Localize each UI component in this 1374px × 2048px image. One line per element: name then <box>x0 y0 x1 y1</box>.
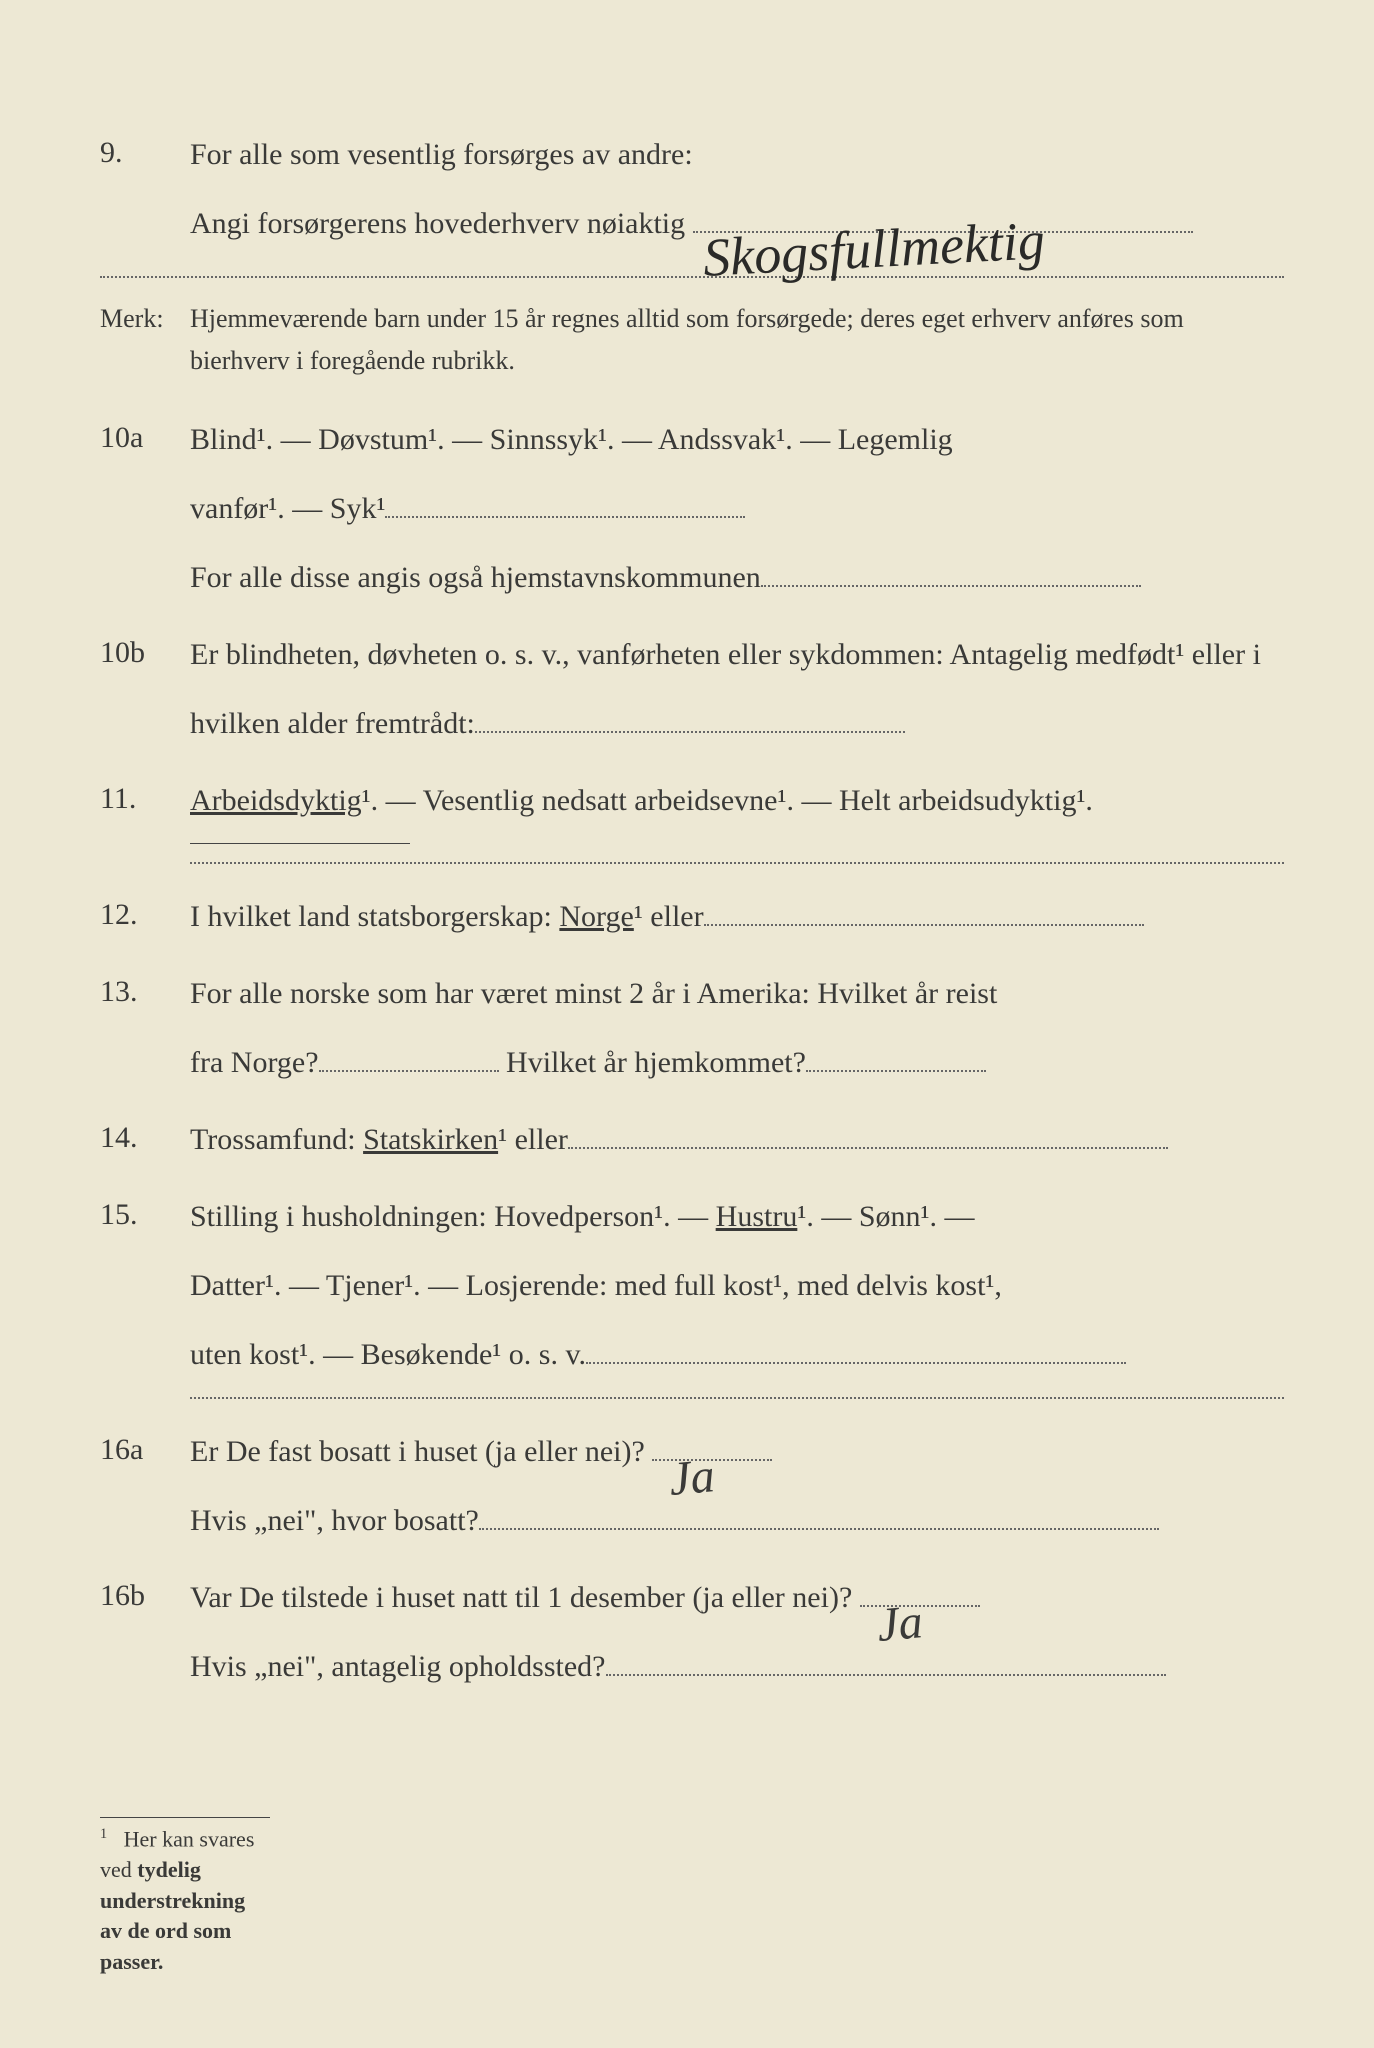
q13-blank1 <box>319 1070 499 1072</box>
q16b-body: Var De tilstede i huset natt til 1 desem… <box>190 1563 1284 1701</box>
question-15: 15. Stilling i husholdningen: Hovedperso… <box>100 1182 1284 1389</box>
q16b-line2: Hvis „nei", antagelig opholdssted? <box>190 1650 606 1683</box>
q11-number: 11. <box>100 766 190 835</box>
q16b-line1: Var De tilstede i huset natt til 1 desem… <box>190 1581 852 1614</box>
question-11: 11. Arbeidsdyktig¹. — Vesentlig nedsatt … <box>100 766 1284 835</box>
q14-a: Trossamfund: <box>190 1123 363 1156</box>
q10a-number: 10a <box>100 405 190 612</box>
q12-blank <box>704 924 1144 926</box>
q14-statskirken: Statskirken <box>363 1123 498 1156</box>
footnote: 1 Her kan svares ved tydelig understrekn… <box>100 1805 270 1978</box>
q11-body: Arbeidsdyktig¹. — Vesentlig nedsatt arbe… <box>190 766 1284 835</box>
q10a-line1: Blind¹. — Døvstum¹. — Sinnssyk¹. — Andss… <box>190 423 953 456</box>
q9-body: For alle som vesentlig forsørges av andr… <box>190 120 1284 258</box>
q15-body: Stilling i husholdningen: Hovedperson¹. … <box>190 1182 1284 1389</box>
section-divider-2 <box>190 1397 1284 1399</box>
q10b-number: 10b <box>100 620 190 758</box>
q16a-blank2 <box>479 1528 1159 1530</box>
q15-blank <box>586 1362 1126 1364</box>
q16a-answer-blank: Ja <box>652 1459 772 1461</box>
q12-b: ¹ eller <box>634 900 704 933</box>
q13-number: 13. <box>100 959 190 1097</box>
merk-label: Merk: <box>100 298 190 381</box>
q13-line1: For alle norske som har været minst 2 år… <box>190 977 997 1010</box>
q10a-blank2 <box>761 585 1141 587</box>
q12-body: I hvilket land statsborgerskap: Norge¹ e… <box>190 882 1284 951</box>
question-16b: 16b Var De tilstede i huset natt til 1 d… <box>100 1563 1284 1701</box>
question-9: 9. For alle som vesentlig forsørges av a… <box>100 120 1284 258</box>
q16a-line2: Hvis „nei", hvor bosatt? <box>190 1504 479 1537</box>
question-13: 13. For alle norske som har været minst … <box>100 959 1284 1097</box>
q15-line2: Datter¹. — Tjener¹. — Losjerende: med fu… <box>190 1269 1002 1302</box>
question-14: 14. Trossamfund: Statskirken¹ eller <box>100 1105 1284 1174</box>
q9-handwritten-answer: Skogsfullmektig <box>700 178 1048 320</box>
question-10b: 10b Er blindheten, døvheten o. s. v., va… <box>100 620 1284 758</box>
q10b-blank <box>475 731 905 733</box>
q13-body: For alle norske som har været minst 2 år… <box>190 959 1284 1097</box>
q15-line1b: ¹. — Sønn¹. — <box>797 1200 974 1233</box>
q10a-blank1 <box>385 516 745 518</box>
q14-blank <box>568 1147 1168 1149</box>
q11-underlined: Arbeidsdyktig <box>190 784 362 817</box>
section-divider-1 <box>190 862 1284 864</box>
q10a-line3: For alle disse angis også hjemstavnskomm… <box>190 561 761 594</box>
q16a-line1: Er De fast bosatt i huset (ja eller nei)… <box>190 1435 645 1468</box>
q15-number: 15. <box>100 1182 190 1389</box>
q9-line1: For alle som vesentlig forsørges av andr… <box>190 138 693 171</box>
q9-answer-line: Skogsfullmektig <box>693 231 1193 233</box>
q14-number: 14. <box>100 1105 190 1174</box>
q16a-body: Er De fast bosatt i huset (ja eller nei)… <box>190 1417 1284 1555</box>
merk-note: Merk: Hjemmeværende barn under 15 år reg… <box>100 276 1284 381</box>
q9-number: 9. <box>100 120 190 258</box>
q12-a: I hvilket land statsborgerskap: <box>190 900 559 933</box>
q16b-answer-blank: Ja <box>860 1605 980 1607</box>
q14-body: Trossamfund: Statskirken¹ eller <box>190 1105 1284 1174</box>
footnote-text: 1 Her kan svares ved tydelig understrekn… <box>100 1824 270 1978</box>
q13-line2b: Hvilket år hjemkommet? <box>506 1046 806 1079</box>
q16b-handwritten: Ja <box>872 1567 927 1681</box>
footnote-marker: 1 <box>100 1826 107 1842</box>
q10a-body: Blind¹. — Døvstum¹. — Sinnssyk¹. — Andss… <box>190 405 1284 612</box>
q13-blank2 <box>806 1070 986 1072</box>
q15-line3: uten kost¹. — Besøkende¹ o. s. v. <box>190 1338 586 1371</box>
q15-hustru: Hustru <box>716 1200 798 1233</box>
q16b-number: 16b <box>100 1563 190 1701</box>
q16a-handwritten: Ja <box>665 1421 720 1535</box>
q12-norge: Norge <box>559 900 633 933</box>
q12-number: 12. <box>100 882 190 951</box>
q9-line2-prefix: Angi forsørgerens hovederhverv nøiaktig <box>190 207 685 240</box>
q10b-body: Er blindheten, døvheten o. s. v., vanfør… <box>190 620 1284 758</box>
question-12: 12. I hvilket land statsborgerskap: Norg… <box>100 882 1284 951</box>
footnote-rule <box>100 1817 270 1818</box>
question-10a: 10a Blind¹. — Døvstum¹. — Sinnssyk¹. — A… <box>100 405 1284 612</box>
footnote-body: Her kan svares ved tydelig understreknin… <box>100 1826 254 1974</box>
q16a-number: 16a <box>100 1417 190 1555</box>
question-16a: 16a Er De fast bosatt i huset (ja eller … <box>100 1417 1284 1555</box>
q11-rule <box>190 843 410 844</box>
q10a-line2: vanfør¹. — Syk¹ <box>190 492 385 525</box>
q11-rest: ¹. — Vesentlig nedsatt arbeidsevne¹. — H… <box>362 784 1093 817</box>
census-form-page: 9. For alle som vesentlig forsørges av a… <box>0 0 1374 2048</box>
q10b-text: Er blindheten, døvheten o. s. v., vanfør… <box>190 638 1261 740</box>
q15-line1a: Stilling i husholdningen: Hovedperson¹. … <box>190 1200 716 1233</box>
q14-b: ¹ eller <box>498 1123 568 1156</box>
q13-line2a: fra Norge? <box>190 1046 319 1079</box>
